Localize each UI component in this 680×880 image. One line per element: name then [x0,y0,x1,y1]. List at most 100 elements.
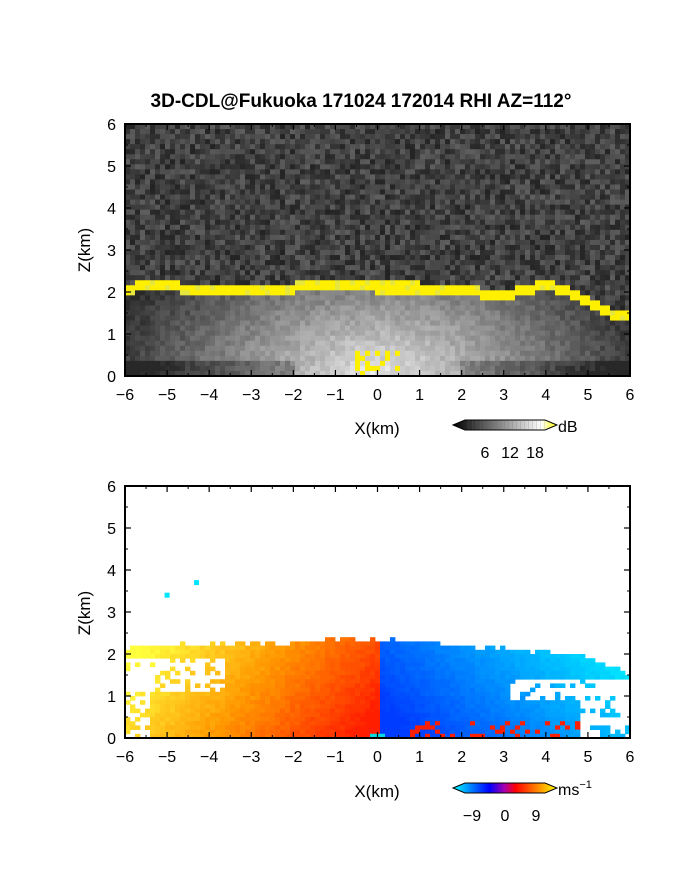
backscatter-cell [285,310,291,316]
backscatter-cell [215,365,221,372]
backscatter-cell [225,250,231,256]
backscatter-cell [375,330,381,337]
backscatter-cell [300,335,306,342]
backscatter-cell [280,270,286,276]
backscatter-cell [265,370,271,377]
backscatter-cell [135,355,141,362]
backscatter-cell [315,234,321,241]
backscatter-cell [200,275,206,281]
backscatter-cell [530,325,536,332]
backscatter-cell [260,250,266,256]
backscatter-cell [480,234,486,241]
backscatter-cell [360,149,366,155]
backscatter-cell [485,194,491,200]
backscatter-cell [535,164,541,170]
backscatter-cell [250,174,256,180]
backscatter-cell [560,265,566,271]
backscatter-cell [215,285,221,291]
backscatter-cell [230,310,236,316]
backscatter-cell [255,310,261,316]
backscatter-cell [485,325,491,332]
backscatter-cell [495,315,501,321]
backscatter-cell [510,174,516,180]
backscatter-cell [375,224,381,231]
backscatter-cell [525,300,531,306]
backscatter-cell [135,139,141,145]
backscatter-cell [190,229,196,236]
backscatter-cell [415,365,421,372]
backscatter-cell [440,204,446,211]
backscatter-cell [150,300,156,306]
backscatter-cell [455,255,461,261]
backscatter-cell [360,300,366,306]
backscatter-cell [600,129,606,135]
backscatter-cell [165,260,171,266]
backscatter-cell [475,194,481,200]
backscatter-cell [615,179,621,185]
backscatter-cell [240,295,246,301]
backscatter-cell [250,350,256,357]
backscatter-cell [455,124,461,130]
backscatter-cell [205,139,211,145]
backscatter-cell [150,229,156,236]
backscatter-cell [215,265,221,271]
backscatter-cell [270,345,276,352]
backscatter-cell [560,270,566,276]
backscatter-cell [595,300,601,306]
backscatter-cell [375,280,381,286]
backscatter-cell [395,300,401,306]
backscatter-cell [395,179,401,185]
backscatter-cell [165,224,171,231]
backscatter-cell [365,204,371,211]
backscatter-cell [130,335,136,342]
backscatter-cell [220,199,226,206]
backscatter-cell [320,134,326,140]
backscatter-cell [270,315,276,321]
backscatter-cell [415,134,421,140]
backscatter-cell [300,370,306,377]
backscatter-cell [565,365,571,372]
backscatter-cell [165,360,171,367]
backscatter-cell [360,159,366,165]
backscatter-cell [125,154,131,160]
backscatter-cell [405,255,411,261]
backscatter-cell [625,315,631,321]
backscatter-cell [525,229,531,236]
backscatter-cell [480,350,486,357]
backscatter-cell [320,204,326,211]
backscatter-cell [420,330,426,337]
backscatter-cell [335,209,341,216]
backscatter-cell [475,134,481,140]
backscatter-cell [255,134,261,140]
backscatter-cell [280,255,286,261]
backscatter-cell [275,340,281,347]
backscatter-cell [580,365,586,372]
backscatter-cell [565,350,571,357]
backscatter-cell [510,129,516,135]
backscatter-cell [145,239,151,246]
backscatter-cell [440,295,446,301]
backscatter-cell [600,355,606,362]
backscatter-cell [215,325,221,332]
backscatter-cell [330,204,336,211]
backscatter-cell [180,265,186,271]
backscatter-cell [620,169,626,175]
backscatter-cell [260,320,266,326]
backscatter-cell [410,320,416,326]
backscatter-cell [175,229,181,236]
backscatter-cell [585,285,591,291]
backscatter-cell [430,330,436,337]
backscatter-cell [210,194,216,200]
backscatter-cell [550,340,556,347]
backscatter-cell [385,260,391,266]
backscatter-cell [300,320,306,326]
backscatter-cell [585,169,591,175]
backscatter-cell [565,189,571,195]
backscatter-cell [550,189,556,195]
backscatter-cell [305,265,311,271]
backscatter-cell [410,234,416,241]
backscatter-cell [420,315,426,321]
backscatter-cell [555,260,561,266]
backscatter-cell [545,315,551,321]
backscatter-cell [365,365,371,372]
